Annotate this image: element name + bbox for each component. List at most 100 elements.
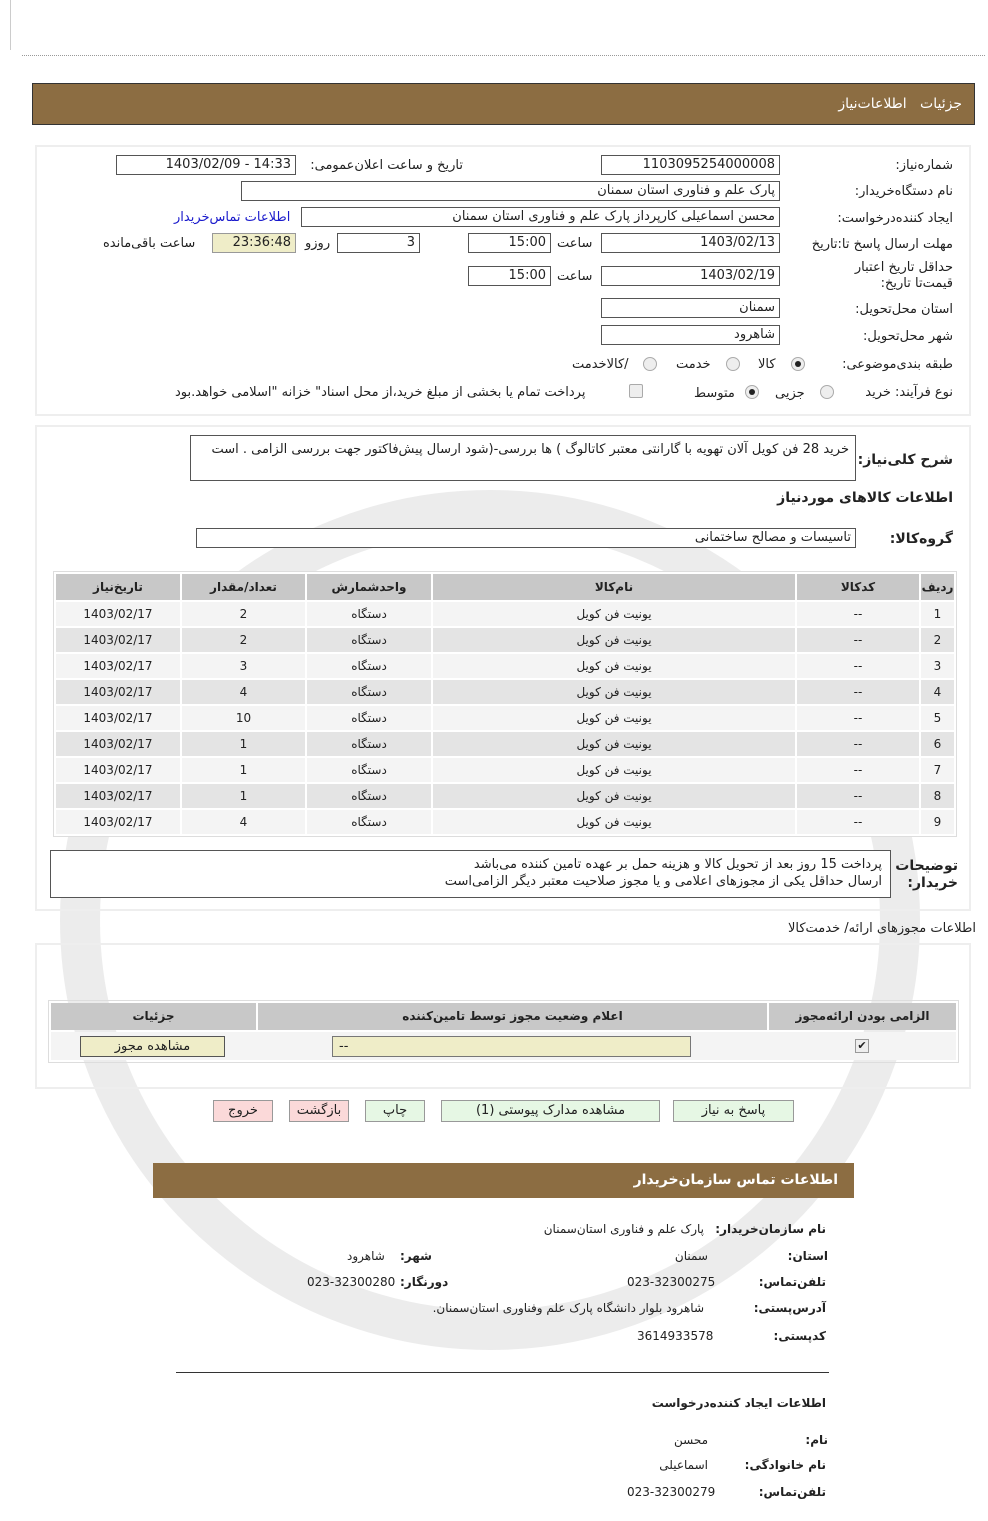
- permit-status-field: --: [332, 1036, 691, 1057]
- family-label: نام خانوادگی:: [744, 1458, 826, 1472]
- goods-name-cell: یونیت فن کویل: [433, 628, 795, 652]
- contact-header-bar: اطلاعات تماس سازمان‌خریدار: [153, 1163, 854, 1198]
- table-row: 7 -- یونیت فن کویل دستگاه 1 1403/02/17: [56, 758, 954, 782]
- deadline-time-field: 15:00: [468, 233, 551, 253]
- city-contact-label: شهر:: [400, 1249, 432, 1263]
- unit-cell: دستگاه: [307, 732, 431, 756]
- table-row: 9 -- یونیت فن کویل دستگاه 4 1403/02/17: [56, 810, 954, 834]
- print-button[interactable]: چاپ: [365, 1100, 425, 1122]
- top-divider: [22, 55, 985, 56]
- table-row: 2 -- یونیت فن کویل دستگاه 2 1403/02/17: [56, 628, 954, 652]
- goods-code-cell: --: [797, 810, 919, 834]
- goods-group-label: گروه‌کالا:: [889, 531, 953, 547]
- unit-cell: دستگاه: [307, 628, 431, 652]
- goods-panel: [35, 425, 971, 911]
- unit-cell: دستگاه: [307, 784, 431, 808]
- validity-label: حداقل تاریخ اعتبار قیمت‌تا تاریخ:: [854, 260, 953, 291]
- quantity-cell: 1: [182, 784, 305, 808]
- back-button[interactable]: بازگشت: [289, 1100, 349, 1122]
- remaining-time-field: 23:36:48: [212, 233, 296, 253]
- unit-cell: دستگاه: [307, 706, 431, 730]
- need-date-cell: 1403/02/17: [56, 654, 180, 678]
- exit-button[interactable]: خروج: [213, 1100, 273, 1122]
- permits-col-details: جزئیات: [51, 1003, 256, 1030]
- buyer-notes-box: پرداخت 15 روز بعد از تحویل کالا و هزینه …: [50, 850, 891, 898]
- validity-date-field: 1403/02/19: [601, 266, 780, 286]
- deadline-date-field: 1403/02/13: [601, 233, 780, 253]
- col-code: کدکالا: [797, 574, 919, 600]
- goods-name-cell: یونیت فن کویل: [433, 784, 795, 808]
- deadline-label: مهلت ارسال پاسخ تا:تاریخ: [811, 237, 953, 252]
- unit-cell: دستگاه: [307, 810, 431, 834]
- address-label: آدرس‌پستی:: [753, 1301, 826, 1315]
- province-field: سمنان: [601, 298, 780, 318]
- treasury-checkbox[interactable]: [629, 384, 643, 398]
- creator-info-title: اطلاعات ایجاد کننده‌درخواست: [651, 1396, 826, 1410]
- goods-name-cell: یونیت فن کویل: [433, 602, 795, 626]
- contact-title: اطلاعات تماس سازمان‌خریدار: [633, 1172, 838, 1188]
- quantity-cell: 2: [182, 602, 305, 626]
- category-label: طبقه بندی‌موضوعی:: [842, 357, 953, 372]
- category-radio-goods[interactable]: [791, 357, 805, 371]
- name-label: نام:: [805, 1433, 828, 1447]
- row-number-cell: 6: [921, 732, 954, 756]
- summary-label: شرح کلی‌نیاز:: [857, 452, 953, 468]
- deadline-time-label: ساعت: [557, 236, 593, 251]
- need-date-cell: 1403/02/17: [56, 810, 180, 834]
- days-field: 3: [337, 233, 420, 253]
- goods-table-wrap: ردیف کدکالا نام‌کالا واحدشمارش تعداد/مقد…: [53, 571, 957, 837]
- creator-phone-value: 023-32300279: [627, 1485, 716, 1499]
- left-divider: [10, 0, 11, 50]
- row-number-cell: 3: [921, 654, 954, 678]
- city-field: شاهرود: [601, 325, 780, 345]
- table-row: 8 -- یونیت فن کویل دستگاه 1 1403/02/17: [56, 784, 954, 808]
- row-number-cell: 7: [921, 758, 954, 782]
- unit-cell: دستگاه: [307, 680, 431, 704]
- process-radio-medium[interactable]: [745, 385, 759, 399]
- treasury-note: پرداخت تمام یا بخشی از مبلغ خرید،از محل …: [175, 385, 586, 400]
- permits-col-required: الزامی بودن ارائه‌مجوز: [769, 1003, 956, 1030]
- permits-col-status: اعلام وضعیت مجوز توسط تامین‌کننده: [258, 1003, 767, 1030]
- view-permit-button[interactable]: مشاهده مجوز: [80, 1036, 225, 1057]
- row-number-cell: 8: [921, 784, 954, 808]
- category-option-goods: کالا: [758, 357, 776, 372]
- table-row: 6 -- یونیت فن کویل دستگاه 1 1403/02/17: [56, 732, 954, 756]
- remaining-label: ساعت باقی‌مانده: [103, 236, 196, 251]
- process-radio-minor[interactable]: [820, 385, 834, 399]
- row-number-cell: 2: [921, 628, 954, 652]
- org-label: نام سازمان‌خریدار:: [715, 1222, 826, 1236]
- category-radio-service[interactable]: [726, 357, 740, 371]
- postal-label: کدپستی:: [773, 1329, 826, 1343]
- announce-label: تاریخ و ساعت اعلان‌عمومی:: [310, 158, 463, 173]
- unit-cell: دستگاه: [307, 602, 431, 626]
- summary-text: خرید 28 فن کویل آلان تهویه با گارانتی مع…: [190, 435, 856, 481]
- process-label: نوع فرآیند: خرید: [865, 385, 953, 400]
- unit-cell: دستگاه: [307, 654, 431, 678]
- goods-code-cell: --: [797, 706, 919, 730]
- goods-name-cell: یونیت فن کویل: [433, 706, 795, 730]
- goods-name-cell: یونیت فن کویل: [433, 732, 795, 756]
- city-label: شهر محل‌تحویل:: [863, 329, 953, 344]
- unit-cell: دستگاه: [307, 758, 431, 782]
- goods-name-cell: یونیت فن کویل: [433, 654, 795, 678]
- need-number-label: شماره‌نیاز:: [895, 158, 953, 173]
- quantity-cell: 4: [182, 810, 305, 834]
- attachments-button[interactable]: مشاهده مدارک پیوستی (1): [441, 1100, 660, 1122]
- phone-value: 023-32300275: [627, 1275, 716, 1289]
- fax-value: 023-32300280: [307, 1275, 396, 1289]
- buyer-contact-link[interactable]: اطلاعات تماس‌خریدار: [174, 210, 291, 225]
- permit-required-checkbox: ✔: [855, 1039, 869, 1053]
- goods-name-cell: یونیت فن کویل: [433, 680, 795, 704]
- category-option-service: خدمت: [676, 357, 711, 372]
- address-value: شاهرود بلوار دانشگاه پارک علم وفناوری اس…: [432, 1301, 704, 1315]
- city-contact-value: شاهرود: [347, 1249, 385, 1263]
- need-date-cell: 1403/02/17: [56, 706, 180, 730]
- category-radio-both[interactable]: [643, 357, 657, 371]
- province-contact-label: استان:: [787, 1249, 828, 1263]
- goods-group-field: تاسیسات و مصالح ساختمانی: [196, 528, 856, 548]
- org-value: پارک علم و فناوری استان‌سمنان: [543, 1222, 704, 1236]
- col-name: نام‌کالا: [433, 574, 795, 600]
- postal-value: 3614933578: [637, 1329, 714, 1343]
- permits-section-title: اطلاعات مجوزهای ارائه/ خدمت‌کالا: [787, 921, 976, 936]
- reply-button[interactable]: پاسخ به نیاز: [673, 1100, 794, 1122]
